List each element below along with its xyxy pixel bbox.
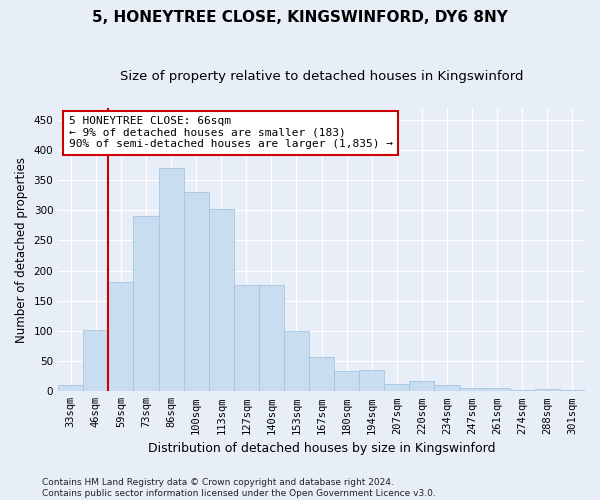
Title: Size of property relative to detached houses in Kingswinford: Size of property relative to detached ho… — [120, 70, 523, 83]
Bar — [485, 388, 510, 392]
Bar — [535, 390, 560, 392]
Bar — [158, 168, 184, 392]
Bar — [385, 384, 409, 392]
Bar — [83, 330, 109, 392]
Bar — [309, 357, 334, 392]
Bar — [334, 372, 359, 392]
Bar — [109, 282, 133, 392]
X-axis label: Distribution of detached houses by size in Kingswinford: Distribution of detached houses by size … — [148, 442, 496, 455]
Bar — [409, 381, 434, 392]
Bar — [58, 386, 83, 392]
Y-axis label: Number of detached properties: Number of detached properties — [15, 156, 28, 342]
Bar — [434, 386, 460, 392]
Text: 5 HONEYTREE CLOSE: 66sqm
← 9% of detached houses are smaller (183)
90% of semi-d: 5 HONEYTREE CLOSE: 66sqm ← 9% of detache… — [69, 116, 393, 150]
Bar — [133, 216, 158, 392]
Bar — [234, 285, 259, 392]
Bar — [510, 390, 535, 392]
Bar — [284, 331, 309, 392]
Bar — [209, 208, 234, 392]
Text: 5, HONEYTREE CLOSE, KINGSWINFORD, DY6 8NY: 5, HONEYTREE CLOSE, KINGSWINFORD, DY6 8N… — [92, 10, 508, 25]
Text: Contains HM Land Registry data © Crown copyright and database right 2024.
Contai: Contains HM Land Registry data © Crown c… — [42, 478, 436, 498]
Bar — [460, 388, 485, 392]
Bar — [359, 370, 385, 392]
Bar — [259, 285, 284, 392]
Bar — [560, 390, 585, 392]
Bar — [184, 192, 209, 392]
